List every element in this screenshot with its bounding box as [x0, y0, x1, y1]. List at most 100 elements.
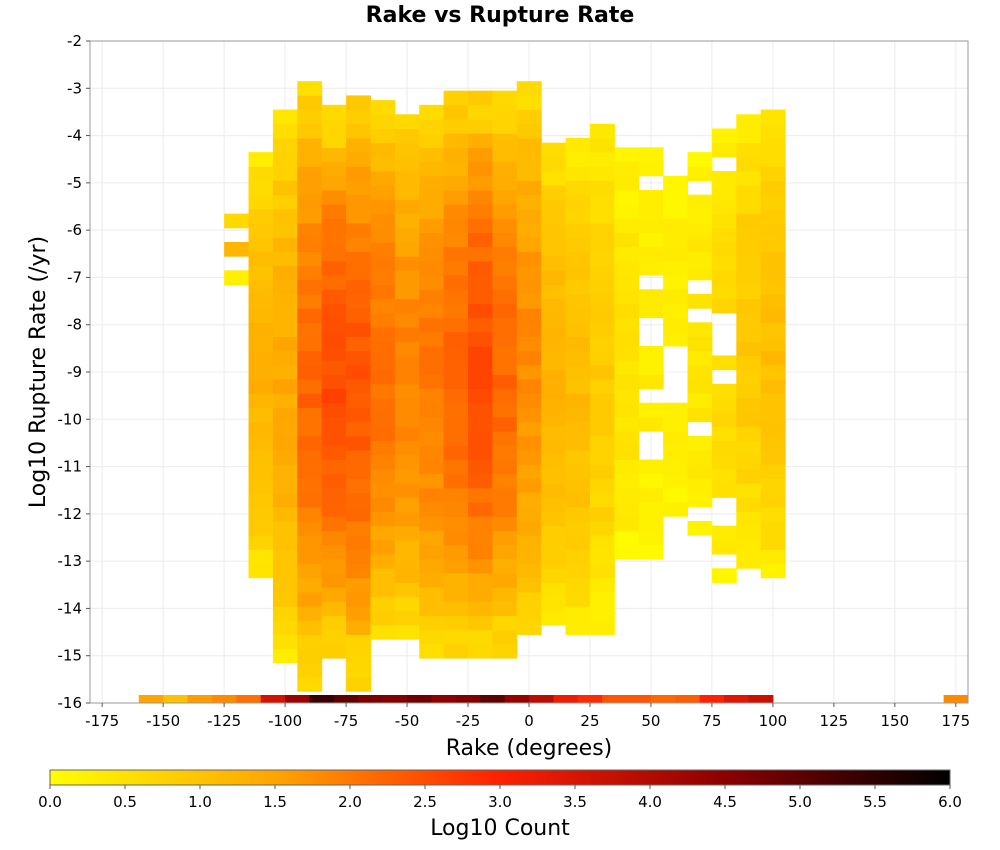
heatmap-cell: [516, 535, 542, 550]
heatmap-cell: [370, 213, 396, 229]
heatmap-cell: [419, 133, 445, 148]
heatmap-cell: [760, 251, 786, 267]
heatmap-cell: [394, 568, 420, 583]
heatmap-cell: [589, 223, 615, 238]
colorbar-tick-label: 0.0: [38, 793, 62, 811]
colorbar-tick-label: 4.0: [638, 793, 662, 811]
colorbar-tick-label: 3.5: [563, 793, 587, 811]
heatmap-cell: [443, 643, 469, 659]
heatmap-cell: [297, 450, 323, 465]
heatmap-cell: [297, 166, 323, 181]
heatmap-cell: [346, 279, 371, 295]
heatmap-cell: [370, 114, 396, 129]
heatmap-cell: [541, 483, 567, 498]
heatmap-cell: [663, 331, 689, 347]
x-tick-label: 125: [820, 712, 849, 730]
heatmap-cell: [358, 695, 384, 703]
heatmap-cell: [297, 520, 323, 536]
heatmap-cell: [516, 364, 542, 380]
heatmap-cell: [687, 492, 713, 508]
heatmap-cell: [370, 383, 396, 399]
heatmap-cell: [480, 695, 506, 703]
heatmap-cell: [541, 355, 567, 371]
heatmap-cell: [492, 473, 518, 489]
heatmap-cell: [236, 695, 262, 703]
heatmap-cell: [687, 520, 713, 536]
heatmap-cell: [394, 511, 420, 527]
heatmap-cell: [614, 161, 640, 177]
colorbar-tick-label: 0.5: [113, 793, 137, 811]
heatmap-cell: [760, 421, 786, 437]
y-axis-label: Log10 Rupture Rate (/yr): [26, 236, 51, 508]
colorbar-tick-label: 6.0: [938, 793, 962, 811]
heatmap-cell: [297, 194, 323, 210]
heatmap-cell: [711, 383, 737, 399]
heatmap-cell: [736, 454, 762, 470]
heatmap-cell: [589, 478, 615, 494]
heatmap-cell: [516, 123, 542, 139]
heatmap-cell: [321, 246, 347, 262]
heatmap-cell: [468, 530, 493, 546]
heatmap-cell: [321, 360, 347, 375]
heatmap-cell: [419, 572, 445, 588]
heatmap-cell: [321, 558, 347, 574]
heatmap-cell: [760, 350, 786, 366]
heatmap-cell: [468, 147, 493, 163]
heatmap-cell: [663, 175, 689, 191]
heatmap-cell: [760, 308, 786, 323]
heatmap-cell: [468, 572, 493, 588]
heatmap-cell: [443, 119, 469, 134]
heatmap-cell: [248, 379, 274, 394]
heatmap-cell: [516, 265, 542, 281]
heatmap-cell: [248, 208, 274, 224]
heatmap-cell: [419, 232, 445, 248]
heatmap-cell: [394, 312, 420, 328]
colorbar: [49, 769, 951, 786]
heatmap-cell: [516, 81, 542, 96]
heatmap-cell: [638, 204, 664, 219]
heatmap-cell: [663, 289, 689, 304]
heatmap-cell: [541, 142, 567, 158]
heatmap-cell: [248, 180, 274, 196]
heatmap-cell: [760, 336, 786, 352]
heatmap-cell: [321, 643, 347, 659]
heatmap-cell: [516, 251, 542, 267]
heatmap-cell: [394, 383, 420, 399]
heatmap-cell: [736, 171, 762, 186]
heatmap-cell: [443, 516, 469, 531]
heatmap-cell: [760, 194, 786, 210]
y-tick-label: -9: [67, 363, 82, 381]
heatmap-cell: [394, 412, 420, 427]
heatmap-cell: [370, 568, 396, 583]
heatmap-cell: [394, 355, 420, 371]
heatmap-cell: [565, 606, 591, 621]
heatmap-cell: [687, 350, 713, 366]
heatmap-cell: [711, 227, 737, 243]
heatmap-cell: [468, 189, 493, 205]
heatmap-cell: [468, 615, 493, 631]
heatmap-cell: [711, 412, 737, 427]
heatmap-cell: [492, 629, 518, 645]
heatmap-cell: [419, 275, 445, 290]
heatmap-cell: [419, 558, 445, 574]
heatmap-cell: [370, 582, 396, 598]
heatmap-cell: [321, 232, 347, 248]
heatmap-cell: [248, 251, 274, 267]
heatmap-cell: [443, 502, 469, 517]
heatmap-cell: [419, 303, 445, 319]
heatmap-cell: [272, 563, 298, 579]
heatmap-cell: [760, 223, 786, 238]
heatmap-cell: [516, 95, 542, 111]
heatmap-cell: [687, 322, 713, 338]
heatmap-cell: [589, 293, 615, 309]
heatmap-cell: [687, 166, 713, 181]
heatmap-cell: [492, 232, 518, 248]
heatmap-cell: [248, 279, 274, 295]
heatmap-cell: [346, 634, 371, 650]
heatmap-cell: [492, 175, 518, 191]
heatmap-cell: [321, 530, 347, 546]
heatmap-cell: [760, 563, 786, 579]
heatmap-cell: [272, 407, 298, 423]
heatmap-cell: [431, 695, 457, 703]
heatmap-cell: [638, 218, 664, 234]
